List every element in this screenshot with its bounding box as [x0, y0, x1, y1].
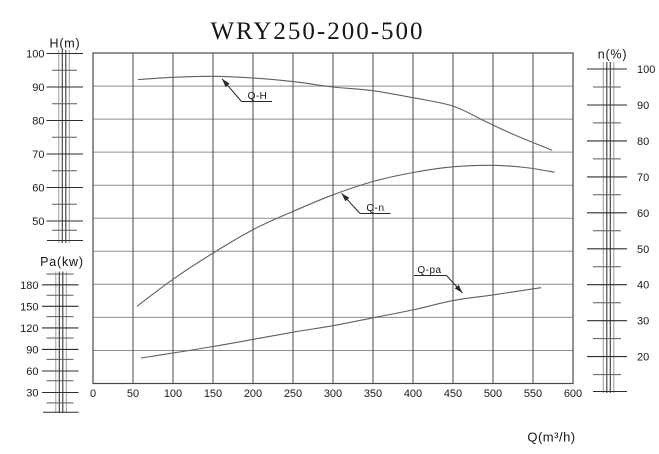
pa-scale-tick-label: 30	[26, 388, 38, 400]
n-scale-tick-label: 40	[637, 280, 649, 292]
h-scale-tick-label: 70	[32, 149, 44, 161]
curve-q-pa	[140, 287, 542, 359]
n-scale-tick-label: 70	[637, 172, 649, 184]
x-tick-label: 550	[524, 388, 542, 400]
n-scale-tick-label: 90	[637, 100, 649, 112]
x-tick-label: 300	[324, 388, 342, 400]
n-scale-tick-label: 80	[637, 136, 649, 148]
n-scale-tick-label: 100	[637, 64, 655, 76]
x-tick-label: 250	[284, 388, 302, 400]
n-scale-tick-label: 50	[637, 244, 649, 256]
q-axis-label: Q(m³/h)	[527, 430, 575, 445]
x-tick-label: 450	[444, 388, 462, 400]
h-scale-tick-label: 100	[26, 49, 44, 61]
x-tick-label: 400	[404, 388, 422, 400]
h-axis-label: H(m)	[50, 37, 81, 51]
x-tick-label: 50	[127, 388, 139, 400]
h-scale-tick-label: 80	[32, 116, 44, 128]
curve-q-n	[136, 164, 555, 307]
pa-scale-tick-label: 60	[26, 366, 38, 378]
x-tick-label: 100	[164, 388, 182, 400]
h-scale-tick-label: 50	[32, 216, 44, 228]
n-axis-label: n(%)	[598, 48, 628, 62]
pa-axis-label: Pa(kw)	[40, 255, 84, 269]
h-scale-tick-label: 90	[32, 82, 44, 94]
curve-q-h	[137, 75, 553, 151]
chart-title: WRY250-200-500	[210, 18, 424, 45]
x-tick-label: 200	[244, 388, 262, 400]
curve-label-q-n: Q-n	[366, 203, 384, 214]
arrowhead-q-h	[222, 78, 230, 88]
arrowhead-q-pa	[454, 284, 463, 293]
x-tick-label: 600	[564, 388, 582, 400]
x-tick-label: 150	[204, 388, 222, 400]
plot-border	[92, 52, 574, 385]
x-tick-label: 500	[484, 388, 502, 400]
x-tick-label: 0	[90, 388, 96, 400]
h-scale-tick-label: 60	[32, 183, 44, 195]
x-tick-label: 350	[364, 388, 382, 400]
curve-label-q-h: Q-H	[248, 91, 268, 102]
n-scale-tick-label: 30	[637, 316, 649, 328]
pa-scale-tick-label: 150	[20, 301, 38, 313]
curve-label-q-pa: Q-pa	[417, 265, 441, 276]
arrowhead-q-n	[341, 193, 350, 202]
pa-scale-tick-label: 180	[20, 280, 38, 292]
n-scale-tick-label: 60	[637, 208, 649, 220]
pa-scale-tick-label: 90	[26, 344, 38, 356]
pa-scale-tick-label: 120	[20, 323, 38, 335]
n-scale-tick-label: 20	[637, 352, 649, 364]
